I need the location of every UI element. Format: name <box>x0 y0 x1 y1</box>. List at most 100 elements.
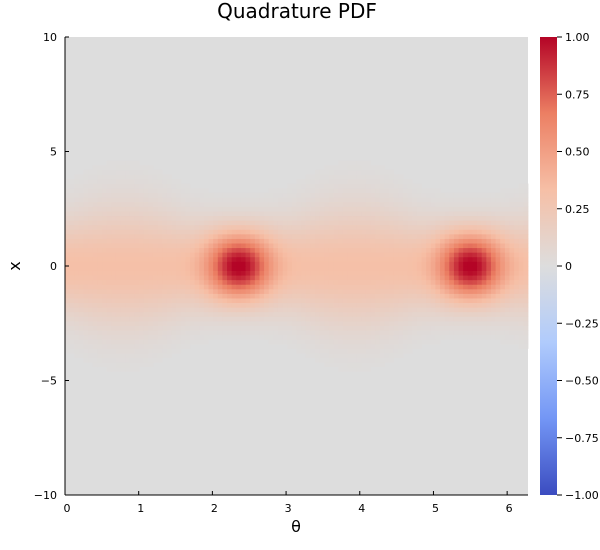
heatmap-cell <box>69 330 75 336</box>
heatmap-cell <box>500 302 506 308</box>
heatmap-cell <box>92 302 98 308</box>
heatmap-cell <box>222 197 228 203</box>
heatmap-cell <box>287 279 293 285</box>
heatmap-cell <box>65 220 71 226</box>
heatmap-cell <box>231 302 237 308</box>
heatmap-cell <box>254 220 260 226</box>
colorbar-tick-label: −1.00 <box>565 489 599 502</box>
heatmap-cell <box>518 243 524 249</box>
heatmap-cell <box>435 307 441 313</box>
heatmap-cell <box>523 311 529 317</box>
heatmap-cell <box>389 183 395 189</box>
heatmap-cell <box>139 174 145 180</box>
heatmap-cell <box>208 320 214 326</box>
heatmap-cell <box>102 233 108 239</box>
heatmap-cell <box>97 169 103 175</box>
heatmap-cell <box>495 229 501 235</box>
heatmap-cell <box>180 334 186 340</box>
heatmap-cell <box>162 343 168 349</box>
heatmap-cell <box>518 238 524 244</box>
heatmap-cell <box>139 183 145 189</box>
colorbar-tick-label: 1.00 <box>565 31 590 44</box>
heatmap-cell <box>282 293 288 299</box>
heatmap-cell <box>328 362 334 368</box>
heatmap-cell <box>273 256 279 262</box>
heatmap-cell <box>509 247 515 253</box>
heatmap-cell <box>259 243 265 249</box>
heatmap-cell <box>236 238 242 244</box>
heatmap-cell <box>467 298 473 304</box>
heatmap-cell <box>92 220 98 226</box>
heatmap-cell <box>273 188 279 194</box>
heatmap-cell <box>435 197 441 203</box>
heatmap-cell <box>361 256 367 262</box>
heatmap-cell <box>97 270 103 276</box>
heatmap-cell <box>481 247 487 253</box>
heatmap-cell <box>78 224 84 230</box>
heatmap-cell <box>333 293 339 299</box>
heatmap-cell <box>338 188 344 194</box>
heatmap-cell <box>78 348 84 354</box>
heatmap-cell <box>490 211 496 217</box>
heatmap-cell <box>504 307 510 313</box>
heatmap-cell <box>398 211 404 217</box>
heatmap-cell <box>398 192 404 198</box>
heatmap-cell <box>129 298 135 304</box>
heatmap-cell <box>65 320 71 326</box>
heatmap-cell <box>176 302 182 308</box>
heatmap-cell <box>398 266 404 271</box>
heatmap-cell <box>166 316 172 322</box>
heatmap-cell <box>190 334 196 340</box>
heatmap-cell <box>407 279 413 285</box>
heatmap-cell <box>213 325 219 331</box>
heatmap-cell <box>115 178 121 184</box>
heatmap-cell <box>157 357 163 363</box>
heatmap-cell <box>171 275 177 281</box>
heatmap-cell <box>518 311 524 317</box>
heatmap-cell <box>514 275 520 281</box>
heatmap-cell <box>139 362 145 368</box>
heatmap-cell <box>125 275 131 281</box>
heatmap-cell <box>240 307 246 313</box>
heatmap-cell <box>199 206 205 212</box>
heatmap-cell <box>92 211 98 217</box>
heatmap-cell <box>375 293 381 299</box>
heatmap-cell <box>407 284 413 290</box>
heatmap-cell <box>152 256 158 262</box>
heatmap-cell <box>361 293 367 299</box>
heatmap-cell <box>69 302 75 308</box>
heatmap-cell <box>222 279 228 285</box>
heatmap-cell <box>199 215 205 221</box>
heatmap-cell <box>74 298 80 304</box>
heatmap-cell <box>365 298 371 304</box>
heatmap-cell <box>69 233 75 239</box>
heatmap-cell <box>157 238 163 244</box>
heatmap-cell <box>453 215 459 221</box>
heatmap-cell <box>222 302 228 308</box>
heatmap-cell <box>120 343 126 349</box>
heatmap-cell <box>319 192 325 198</box>
heatmap-cell <box>444 266 450 271</box>
heatmap-cell <box>481 192 487 198</box>
heatmap-cell <box>389 201 395 207</box>
heatmap-cell <box>301 279 307 285</box>
heatmap-cell <box>412 266 418 271</box>
heatmap-cell <box>291 215 297 221</box>
heatmap-cell <box>467 270 473 276</box>
heatmap-cell <box>236 211 242 217</box>
heatmap-cell <box>365 284 371 290</box>
heatmap-cell <box>342 339 348 345</box>
heatmap-cell <box>435 275 441 281</box>
heatmap-cell <box>370 357 376 363</box>
heatmap-cell <box>152 348 158 354</box>
heatmap-cell <box>379 192 385 198</box>
heatmap-cell <box>125 334 131 340</box>
heatmap-cell <box>453 270 459 276</box>
heatmap-cell <box>426 224 432 230</box>
heatmap-cell <box>250 302 256 308</box>
heatmap-cell <box>250 211 256 217</box>
heatmap-cell <box>129 284 135 290</box>
heatmap-cell <box>83 211 89 217</box>
heatmap-cell <box>435 215 441 221</box>
heatmap-cell <box>310 224 316 230</box>
